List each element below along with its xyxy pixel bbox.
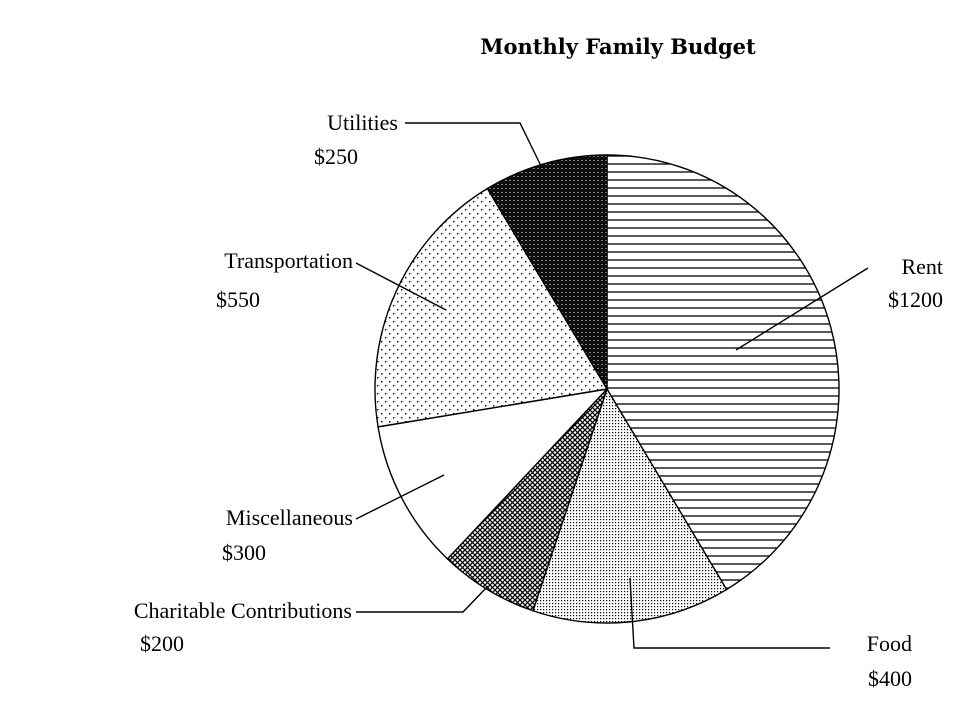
leader-line-transportation [355, 262, 447, 311]
chart-title: Monthly Family Budget [480, 34, 756, 59]
slice-value-transportation: $550 [216, 287, 260, 312]
slice-label-charitable-contributions: Charitable Contributions [134, 598, 352, 623]
pie-slice-utilities [486, 154, 608, 392]
slice-value-miscellaneous: $300 [222, 540, 266, 565]
slice-value-food: $400 [868, 666, 912, 691]
slice-label-miscellaneous: Miscellaneous [226, 505, 353, 530]
leader-line-utilities [405, 122, 543, 169]
leader-line-food [629, 577, 830, 649]
leader-line-miscellaneous [355, 474, 445, 520]
leader-line-rent [735, 267, 869, 351]
slice-value-utilities: $250 [314, 144, 358, 169]
slice-label-utilities: Utilities [327, 110, 398, 135]
slice-label-rent: Rent [901, 254, 943, 279]
slice-label-transportation: Transportation [224, 248, 353, 273]
pie-slice-transportation [374, 187, 609, 428]
pie-slice-miscellaneous [377, 387, 609, 560]
slice-label-food: Food [867, 631, 912, 656]
slice-value-rent: $1200 [888, 287, 943, 312]
leader-line-charitable-contributions [356, 585, 489, 613]
slice-value-charitable-contributions: $200 [140, 631, 184, 656]
pie-slice-rent [606, 154, 840, 591]
